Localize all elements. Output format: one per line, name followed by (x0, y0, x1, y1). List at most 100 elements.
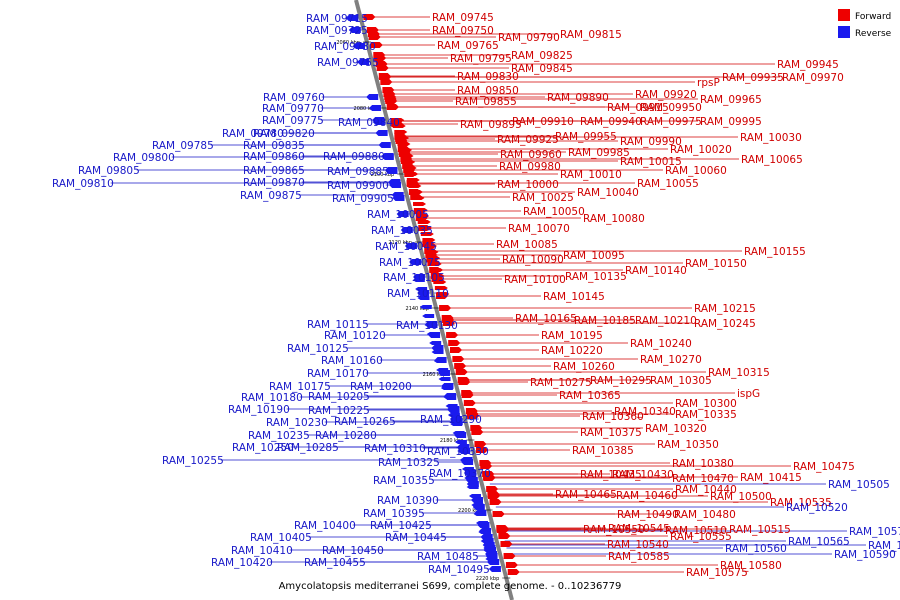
forward-gene-label[interactable]: RAM_09950 (640, 102, 702, 114)
forward-gene-label[interactable]: RAM_10540 (607, 539, 669, 551)
forward-gene-arrow[interactable] (374, 55, 387, 61)
reverse-gene-label[interactable]: RAM_10595 (868, 540, 900, 552)
forward-gene-label[interactable]: RAM_10490 (617, 509, 679, 521)
reverse-gene-arrow[interactable] (381, 153, 394, 159)
reverse-gene-arrow[interactable] (357, 59, 370, 65)
reverse-gene-label[interactable]: RAM_10175 (269, 381, 331, 393)
reverse-gene-label[interactable]: RAM_10445 (385, 532, 447, 544)
forward-gene-label[interactable]: RAM_09980 (499, 161, 561, 173)
forward-gene-label[interactable]: RAM_10020 (670, 144, 732, 156)
reverse-gene-label[interactable]: RAM_10590 (834, 549, 896, 561)
forward-gene-label[interactable]: RAM_10415 (740, 472, 802, 484)
forward-gene-label[interactable]: RAM_10210 (635, 315, 697, 327)
reverse-gene-label[interactable]: RAM_10005 (367, 209, 429, 221)
forward-gene-label[interactable]: RAM_09985 (568, 147, 630, 159)
forward-gene-label[interactable]: RAM_10465 (555, 489, 617, 501)
forward-gene-arrow[interactable] (471, 429, 484, 435)
reverse-gene-label[interactable]: RAM_09780 (222, 128, 284, 140)
forward-gene-arrow[interactable] (383, 91, 396, 97)
reverse-gene-label[interactable]: RAM_09810 (52, 178, 114, 190)
legend-item-forward[interactable]: Forward (838, 9, 891, 22)
forward-gene-arrow[interactable] (507, 569, 520, 575)
forward-gene-label[interactable]: RAM_09960 (500, 149, 562, 161)
forward-gene-arrow[interactable] (476, 447, 488, 453)
reverse-gene-label[interactable]: RAM_09905 (332, 193, 394, 205)
reverse-gene-arrow[interactable] (417, 290, 430, 296)
forward-gene-label[interactable]: RAM_10095 (563, 250, 625, 262)
forward-gene-label[interactable]: RAM_10055 (637, 178, 699, 190)
reverse-gene-label[interactable]: RAM_10450 (322, 545, 384, 557)
reverse-gene-arrow[interactable] (449, 416, 462, 422)
forward-gene-label[interactable]: RAM_09925 (497, 134, 559, 146)
forward-gene-arrow[interactable] (379, 74, 392, 80)
reverse-gene-arrow[interactable] (392, 195, 405, 201)
forward-gene-arrow[interactable] (457, 377, 470, 383)
forward-gene-label[interactable]: RAM_10275 (530, 377, 592, 389)
forward-gene-label[interactable]: RAM_09965 (700, 94, 762, 106)
forward-gene-arrow[interactable] (500, 541, 513, 547)
forward-gene-label[interactable]: RAM_10245 (694, 318, 756, 330)
forward-gene-label[interactable]: RAM_09970 (782, 72, 844, 84)
reverse-gene-label[interactable]: RAM_09770 (262, 103, 324, 115)
reverse-gene-label[interactable]: RAM_10110 (387, 288, 449, 300)
forward-gene-label[interactable]: RAM_10295 (590, 375, 652, 387)
forward-gene-label[interactable]: RAM_09920 (635, 89, 697, 101)
reverse-gene-label[interactable]: RAM_10425 (370, 520, 432, 532)
forward-gene-label[interactable]: ispG (737, 388, 760, 400)
reverse-gene-label[interactable]: RAM_09835 (243, 140, 305, 152)
forward-gene-label[interactable]: RAM_09765 (437, 40, 499, 52)
forward-gene-label[interactable]: RAM_10380 (672, 458, 734, 470)
reverse-gene-label[interactable]: RAM_10200 (350, 381, 412, 393)
reverse-gene-label[interactable]: RAM_09730 (314, 41, 376, 53)
reverse-gene-label[interactable]: RAM_10495 (428, 564, 490, 576)
reverse-gene-arrow[interactable] (485, 551, 498, 557)
reverse-gene-label[interactable]: RAM_09865 (243, 165, 305, 177)
reverse-gene-arrow[interactable] (375, 130, 388, 136)
forward-gene-label[interactable]: RAM_09845 (511, 63, 573, 75)
reverse-gene-arrow[interactable] (463, 470, 476, 476)
forward-gene-label[interactable]: RAM_10025 (512, 192, 574, 204)
reverse-gene-label[interactable]: RAM_10370 (429, 468, 491, 480)
forward-gene-label[interactable]: RAM_10335 (675, 409, 737, 421)
forward-gene-label[interactable]: RAM_10100 (504, 274, 566, 286)
forward-gene-label[interactable]: RAM_10435 (580, 469, 642, 481)
forward-gene-label[interactable]: rpsP (697, 77, 720, 89)
reverse-gene-arrow[interactable] (385, 168, 398, 174)
forward-gene-label[interactable]: RAM_10535 (770, 497, 832, 509)
reverse-gene-arrow[interactable] (372, 119, 385, 125)
forward-gene-label[interactable]: RAM_10140 (625, 265, 687, 277)
reverse-gene-arrow[interactable] (348, 27, 361, 33)
forward-gene-arrow[interactable] (452, 356, 465, 362)
reverse-gene-label[interactable]: RAM_10230 (266, 417, 328, 429)
forward-gene-arrow[interactable] (439, 305, 452, 311)
forward-gene-label[interactable]: RAM_10030 (740, 132, 802, 144)
forward-gene-label[interactable]: RAM_10010 (560, 169, 622, 181)
forward-gene-label[interactable]: RAM_10300 (675, 398, 737, 410)
reverse-gene-label[interactable]: RAM_09715 (306, 13, 368, 25)
forward-gene-arrow[interactable] (370, 42, 383, 48)
forward-gene-label[interactable]: RAM_09990 (620, 136, 682, 148)
forward-gene-arrow[interactable] (448, 340, 461, 346)
reverse-gene-arrow[interactable] (378, 142, 391, 148)
forward-gene-label[interactable]: RAM_10015 (620, 156, 682, 168)
reverse-gene-arrow[interactable] (345, 15, 358, 21)
reverse-gene-arrow[interactable] (396, 211, 409, 217)
forward-gene-label[interactable]: RAM_10195 (541, 330, 603, 342)
forward-gene-label[interactable]: RAM_09890 (547, 92, 609, 104)
forward-gene-arrow[interactable] (505, 562, 518, 568)
forward-gene-label[interactable]: RAM_10220 (541, 345, 603, 357)
forward-gene-label[interactable]: RAM_09750 (432, 25, 494, 37)
reverse-gene-label[interactable]: RAM_10565 (788, 536, 850, 548)
forward-gene-arrow[interactable] (375, 61, 388, 67)
reverse-gene-label[interactable]: RAM_10455 (304, 557, 366, 569)
forward-gene-label[interactable]: RAM_09955 (555, 131, 617, 143)
forward-gene-label[interactable]: RAM_10080 (583, 213, 645, 225)
forward-gene-label[interactable]: RAM_10575 (686, 567, 748, 579)
forward-gene-label[interactable]: RAM_10440 (675, 484, 737, 496)
forward-gene-label[interactable]: RAM_10040 (577, 187, 639, 199)
forward-gene-arrow[interactable] (483, 475, 496, 481)
reverse-gene-label[interactable]: RAM_10180 (241, 392, 303, 404)
reverse-gene-label[interactable]: RAM_10125 (287, 343, 349, 355)
reverse-gene-label[interactable]: RAM_10285 (277, 442, 339, 454)
forward-gene-label[interactable]: RAM_10240 (630, 338, 692, 350)
